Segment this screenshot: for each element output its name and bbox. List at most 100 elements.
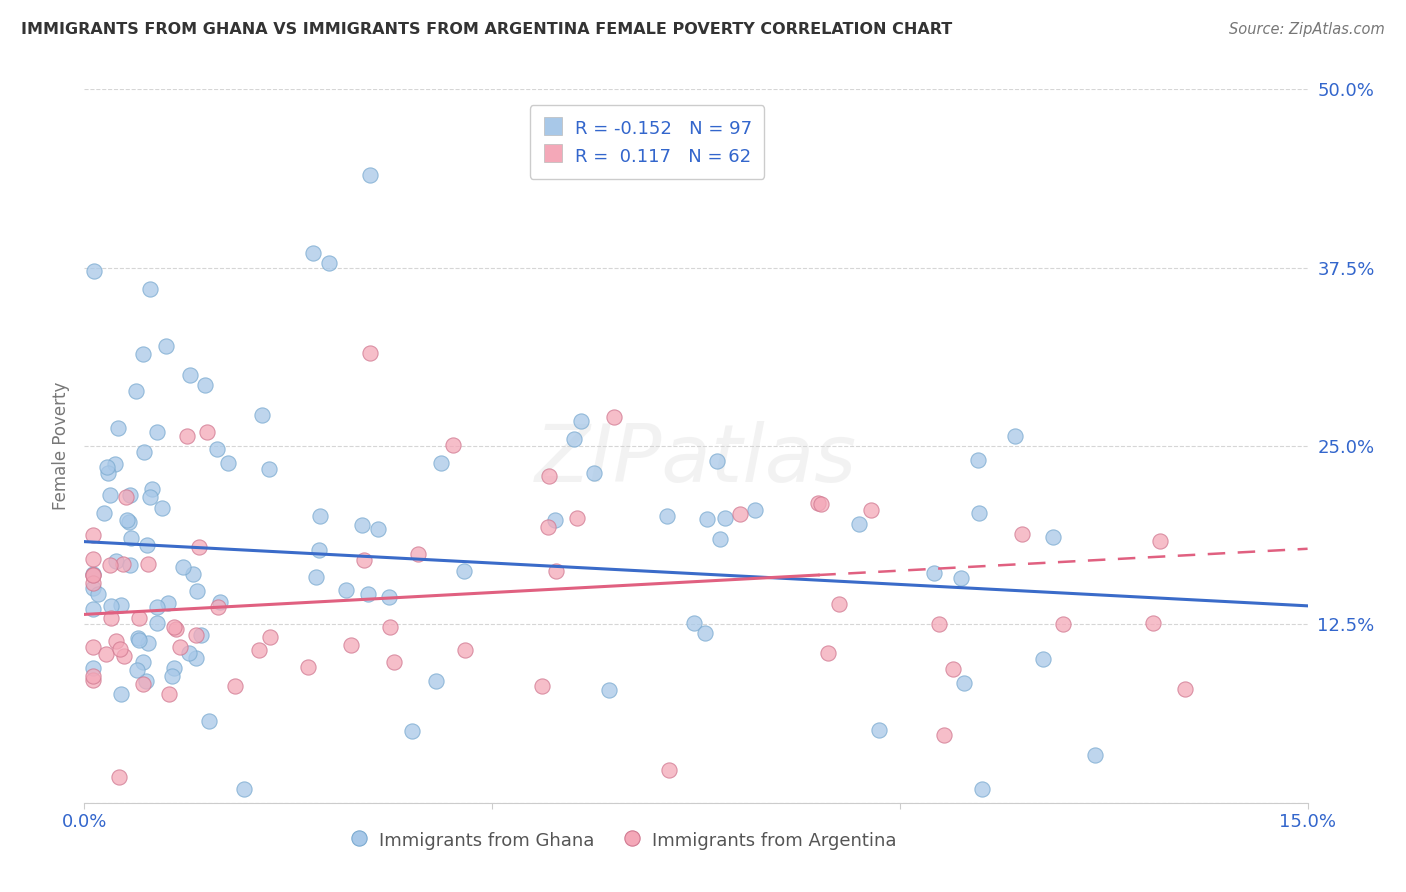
Point <box>157 687 180 701</box>
Point <box>537 520 560 534</box>
Point <box>544 564 567 578</box>
Point <box>98 558 121 572</box>
Point <box>82 673 104 688</box>
Point <box>531 679 554 693</box>
Point <box>441 438 464 452</box>
Point <box>111 557 134 571</box>
Point <box>378 620 401 634</box>
Point <box>308 509 330 524</box>
Point <box>104 554 127 568</box>
Point <box>425 673 447 688</box>
Point <box>582 467 605 481</box>
Point <box>1004 429 1026 443</box>
Point <box>82 640 104 654</box>
Point <box>82 576 104 591</box>
Point <box>169 640 191 654</box>
Point <box>848 517 870 532</box>
Point <box>135 674 157 689</box>
Point <box>82 602 104 616</box>
Point <box>359 346 381 360</box>
Point <box>82 582 104 596</box>
Point <box>186 584 208 599</box>
Point <box>82 567 104 582</box>
Point <box>224 679 246 693</box>
Point <box>207 600 229 615</box>
Point <box>569 414 592 428</box>
Point <box>378 590 401 604</box>
Point <box>744 502 766 516</box>
Point <box>928 617 950 632</box>
Point <box>120 531 142 545</box>
Point <box>429 456 451 470</box>
Point <box>922 566 945 580</box>
Point <box>232 781 254 796</box>
Point <box>104 457 127 471</box>
Point <box>357 587 380 601</box>
Point <box>98 488 121 502</box>
Point <box>172 559 194 574</box>
Point <box>160 668 183 682</box>
Point <box>538 468 561 483</box>
Point <box>949 571 972 585</box>
Point <box>1174 681 1197 696</box>
Point <box>118 558 141 573</box>
Point <box>340 638 363 652</box>
Point <box>696 511 718 525</box>
Point <box>179 368 201 382</box>
Point <box>353 552 375 566</box>
Point <box>162 620 184 634</box>
Point <box>125 384 148 399</box>
Point <box>247 643 270 657</box>
Point <box>205 442 228 457</box>
Point <box>970 781 993 796</box>
Point <box>1149 533 1171 548</box>
Point <box>942 662 965 676</box>
Point <box>952 675 974 690</box>
Point <box>1042 530 1064 544</box>
Point <box>194 378 217 392</box>
Point <box>301 246 323 260</box>
Point <box>163 661 186 675</box>
Point <box>817 646 839 660</box>
Point <box>709 532 731 546</box>
Text: IMMIGRANTS FROM GHANA VS IMMIGRANTS FROM ARGENTINA FEMALE POVERTY CORRELATION CH: IMMIGRANTS FROM GHANA VS IMMIGRANTS FROM… <box>21 22 952 37</box>
Point <box>406 547 429 561</box>
Point <box>1052 617 1074 632</box>
Point <box>96 460 118 475</box>
Point <box>209 595 232 609</box>
Point <box>868 723 890 737</box>
Point <box>658 764 681 778</box>
Point <box>146 616 169 631</box>
Point <box>115 490 138 504</box>
Point <box>454 643 477 657</box>
Point <box>543 513 565 527</box>
Point <box>135 537 157 551</box>
Point <box>139 490 162 504</box>
Point <box>93 506 115 520</box>
Y-axis label: Female Poverty: Female Poverty <box>52 382 70 510</box>
Point <box>150 500 173 515</box>
Point <box>197 714 219 728</box>
Point <box>132 677 155 691</box>
Point <box>100 599 122 614</box>
Point <box>82 568 104 582</box>
Point <box>118 488 141 502</box>
Point <box>603 410 626 425</box>
Point <box>728 507 751 521</box>
Point <box>83 264 105 278</box>
Point <box>110 688 132 702</box>
Point <box>128 633 150 648</box>
Point <box>188 541 211 555</box>
Point <box>165 623 187 637</box>
Legend: Immigrants from Ghana, Immigrants from Argentina: Immigrants from Ghana, Immigrants from A… <box>342 822 904 858</box>
Point <box>382 655 405 669</box>
Point <box>217 456 239 470</box>
Point <box>82 568 104 582</box>
Point <box>134 445 156 459</box>
Point <box>105 634 128 648</box>
Point <box>598 682 620 697</box>
Point <box>141 482 163 496</box>
Point <box>401 724 423 739</box>
Point <box>657 509 679 524</box>
Point <box>82 528 104 542</box>
